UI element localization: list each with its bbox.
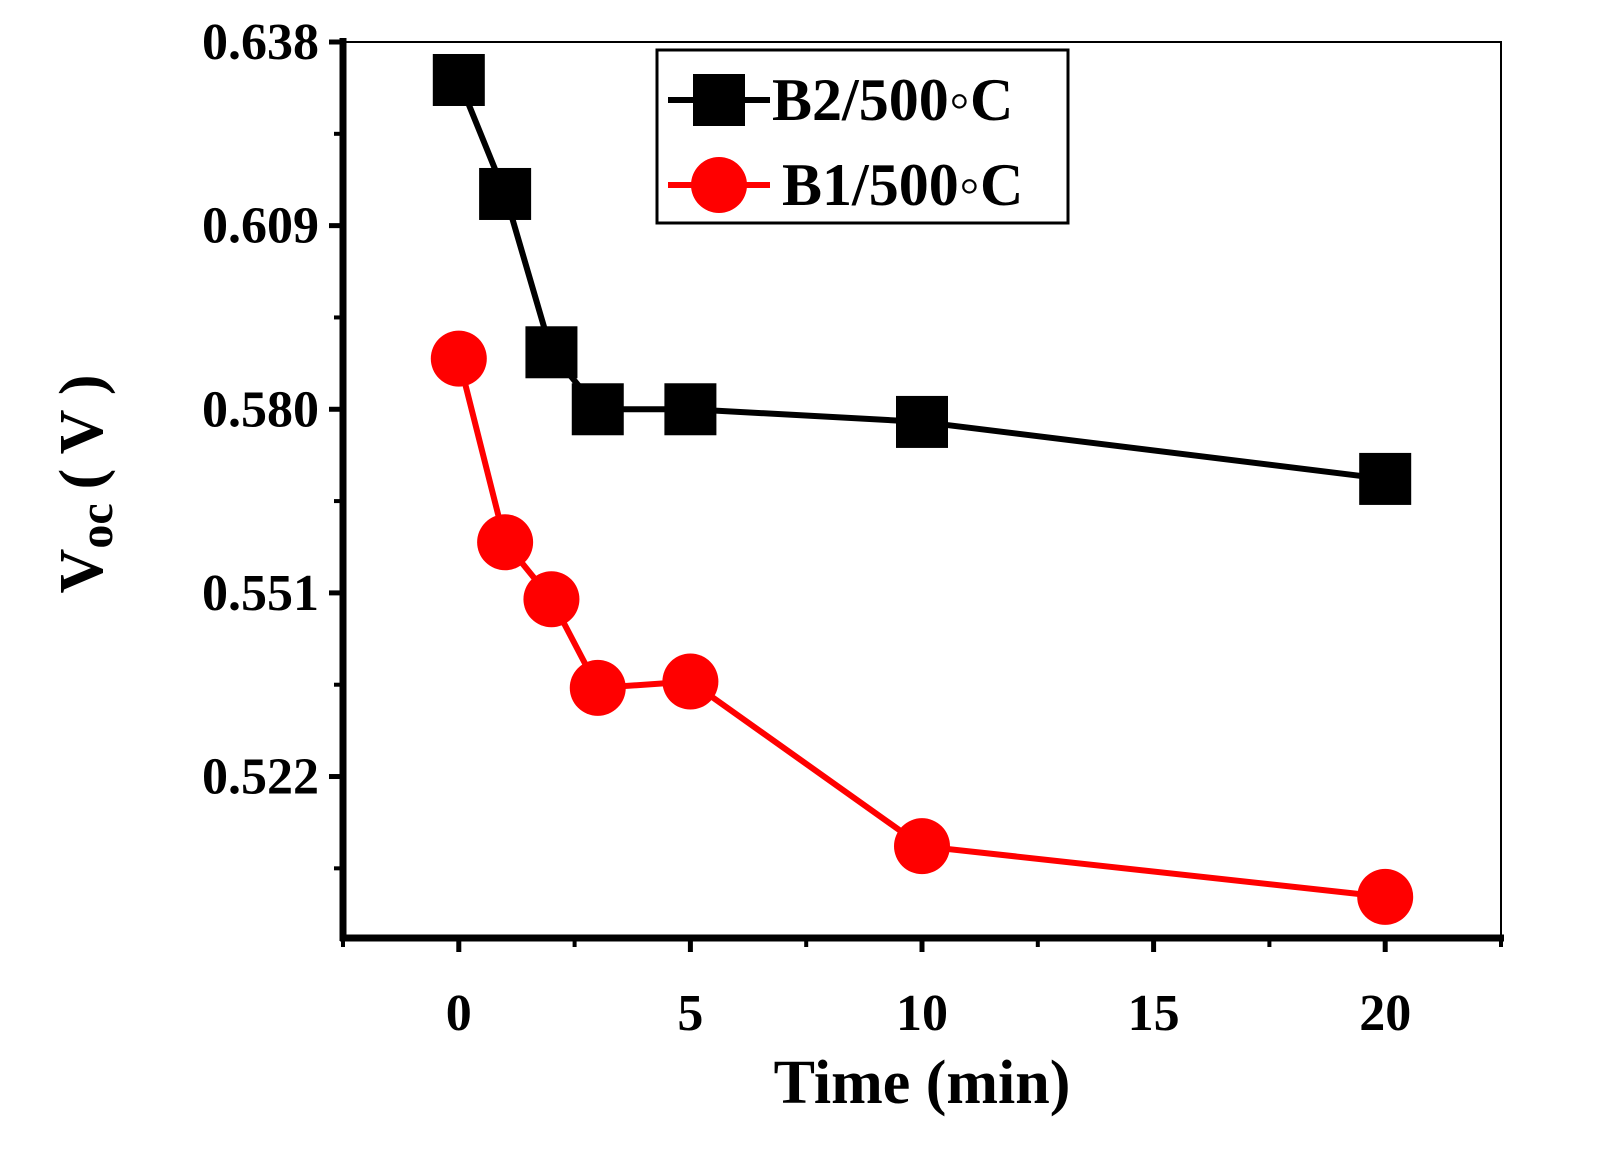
- data-point: [894, 818, 950, 875]
- y-tick-label: 0.638: [202, 14, 319, 71]
- y-tick-label: 0.580: [202, 381, 319, 438]
- y-tick-label: 0.609: [202, 198, 319, 255]
- data-point: [432, 53, 485, 106]
- y-axis-title-main: V: [48, 548, 116, 593]
- svg-text:Voc( V ): Voc ( V ): [48, 375, 123, 594]
- data-point: [1359, 452, 1412, 505]
- data-point: [571, 383, 624, 436]
- x-tick-label: 5: [677, 985, 703, 1042]
- x-tick-label: 15: [1128, 985, 1180, 1042]
- data-point: [1357, 868, 1414, 925]
- legend-item-2: B1/500◦C: [668, 152, 1023, 218]
- legend-label: B1/500◦C: [782, 152, 1023, 218]
- data-point: [430, 330, 487, 387]
- x-tick-label: 20: [1359, 985, 1411, 1042]
- legend-label: B2/500◦C: [772, 67, 1013, 133]
- x-axis: 0 5 10 15 20: [341, 938, 1503, 1042]
- data-point: [477, 514, 534, 571]
- x-tick-label: 10: [896, 985, 948, 1042]
- x-axis-title: Time (min): [774, 1049, 1071, 1117]
- y-axis-title-sub: oc: [70, 503, 123, 548]
- series-layer: [430, 53, 1414, 925]
- data-point: [569, 659, 626, 716]
- y-tick-label: 0.551: [202, 565, 319, 622]
- series-1: [432, 53, 1412, 505]
- data-point: [896, 395, 948, 448]
- data-point: [662, 653, 719, 710]
- data-point: [479, 167, 532, 220]
- legend: B2/500◦C B1/500◦C: [655, 48, 1070, 225]
- data-point: [523, 571, 580, 628]
- data-point: [664, 383, 717, 436]
- y-tick-label: 0.522: [202, 749, 319, 806]
- legend-marker: [693, 74, 745, 126]
- x-tick-label: 0: [446, 985, 472, 1042]
- y-axis-title-unit: ( V ): [48, 375, 116, 490]
- y-axis: 0.638 0.609 0.580 0.551 0.522: [202, 14, 343, 871]
- legend-marker: [691, 157, 747, 213]
- data-point: [525, 326, 578, 379]
- series-2: [430, 330, 1414, 925]
- legend-item-1: B2/500◦C: [668, 67, 1013, 133]
- y-axis-title: Voc ( V ): [48, 375, 123, 594]
